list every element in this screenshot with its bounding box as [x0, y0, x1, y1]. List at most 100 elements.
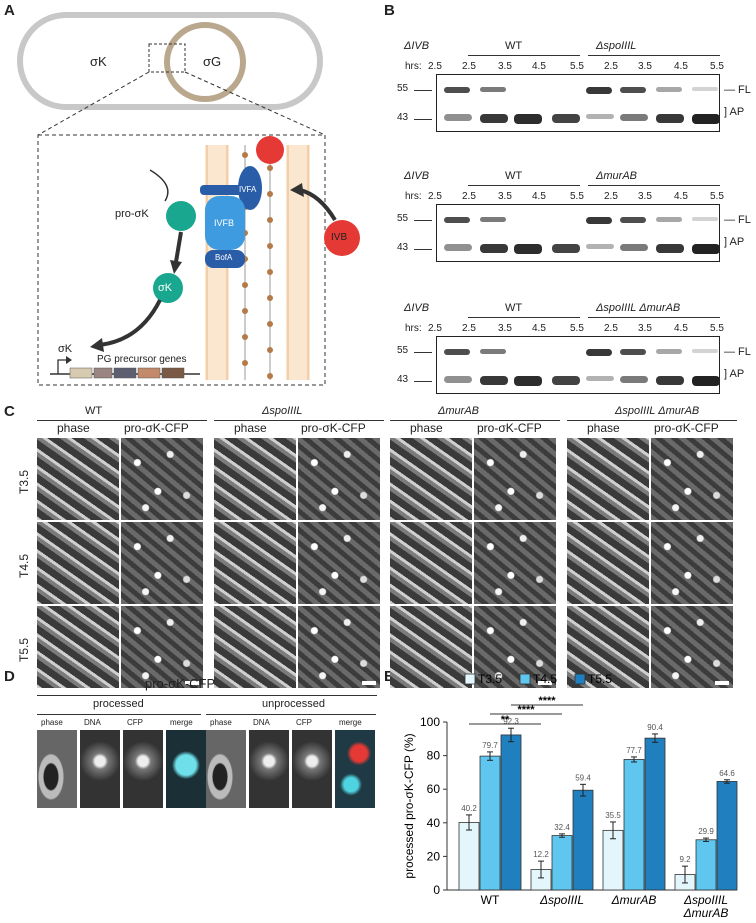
crop-col-label: CFP — [127, 718, 143, 727]
processed-rule — [37, 714, 201, 715]
ap-label: ] AP — [724, 368, 745, 380]
blot-time-label: 5.5 — [570, 61, 584, 72]
time-row-label: T4.5 — [17, 553, 31, 578]
legend-swatch — [519, 673, 531, 685]
cfp-image — [121, 606, 203, 688]
blot-image — [436, 204, 720, 262]
strain-rule — [37, 420, 207, 421]
blot-wt-label: WT — [505, 170, 523, 182]
col-cfp-label: pro-σK-CFP — [654, 421, 719, 435]
mw-55-tick — [414, 90, 432, 91]
cfp-image — [651, 522, 733, 604]
fl-band — [620, 87, 646, 93]
blot-time-label: 2.5 — [462, 191, 476, 202]
blot-hrs-label: hrs: — [405, 61, 422, 72]
unprocessed-label: unprocessed — [262, 698, 325, 710]
fl-band — [480, 349, 506, 354]
strain-label: ΔspoIIIL — [262, 405, 303, 417]
fl-label: — FL — [724, 84, 751, 96]
cfp-image — [121, 522, 203, 604]
pg-genes-label: PG precursor genes — [97, 354, 187, 365]
blot-time-label: 5.5 — [710, 61, 724, 72]
blot-time-label: 3.5 — [498, 323, 512, 334]
y-tick-label: 80 — [427, 749, 441, 763]
mw-43-label: 43 — [397, 112, 409, 123]
blot-hrs-label: hrs: — [405, 323, 422, 334]
crop-col-label: merge — [170, 718, 193, 727]
ap-band — [514, 114, 542, 124]
panel-d-rule — [37, 695, 377, 696]
col-cfp-label: pro-σK-CFP — [477, 421, 542, 435]
processed-label: processed — [93, 698, 144, 710]
blot-time-label: 4.5 — [674, 323, 688, 334]
legend-label: T5.5 — [588, 672, 612, 686]
panel-e-chart: 0 20 40 60 80 100 processed pro-σK-CFP (%) T3.5… — [402, 672, 738, 920]
phase-image — [37, 606, 119, 688]
cfp-image — [298, 522, 380, 604]
time-row-label: T5.5 — [17, 637, 31, 662]
time-row-label: T3.5 — [17, 469, 31, 494]
fl-band — [480, 217, 506, 222]
category-label: ΔspoIIIL — [683, 893, 728, 907]
crop-col-label: merge — [339, 718, 362, 727]
phase-image — [390, 606, 472, 688]
ap-band — [444, 244, 472, 251]
ap-band — [552, 244, 580, 253]
scale-bar — [538, 681, 552, 685]
cfp-image — [121, 438, 203, 520]
blot-time-label: 2.5 — [604, 323, 618, 334]
y-tick-label: 0 — [433, 883, 440, 897]
bar — [716, 781, 738, 891]
phase-image — [567, 522, 649, 604]
y-axis-label: processed pro-σK-CFP (%) — [402, 733, 416, 878]
blot-time-label: 4.5 — [532, 61, 546, 72]
ap-band — [480, 376, 508, 385]
crop-image — [123, 730, 163, 808]
legend-label: T3.5 — [478, 672, 502, 686]
blot-image — [436, 336, 720, 394]
ap-band — [692, 376, 720, 386]
crop-image — [80, 730, 120, 808]
fl-band — [444, 87, 470, 93]
blot-mutant-rule — [588, 185, 720, 186]
blot-time-label: 5.5 — [710, 323, 724, 334]
blot-delta-label: ΔIVB — [404, 40, 430, 52]
fl-band — [692, 217, 718, 221]
ivb-label: IVB — [331, 232, 348, 243]
ap-band — [692, 114, 720, 124]
crop-col-label: phase — [210, 718, 232, 727]
col-cfp-label: pro-σK-CFP — [301, 421, 366, 435]
ivfa-label: IVFA — [239, 185, 257, 194]
fl-band — [586, 349, 612, 356]
data-label: 79.7 — [482, 741, 498, 750]
strain-label: ΔmurAB — [438, 405, 479, 417]
fl-band — [692, 87, 718, 91]
blot-time-label: 5.5 — [570, 323, 584, 334]
strain-rule — [214, 420, 384, 421]
significance-label: ** — [501, 714, 510, 726]
mw-43-tick — [414, 381, 432, 382]
crop-image — [292, 730, 332, 808]
fl-label: — FL — [724, 346, 751, 358]
blot-time-label: 4.5 — [674, 191, 688, 202]
ap-band — [656, 114, 684, 123]
ap-band — [620, 244, 648, 251]
bar — [572, 789, 594, 891]
mw-55-tick — [414, 352, 432, 353]
strain-rule — [567, 420, 737, 421]
blot-time-label: 2.5 — [604, 61, 618, 72]
blot-image — [436, 74, 720, 132]
blot-delta-label: ΔIVB — [404, 302, 430, 314]
phase-image — [390, 438, 472, 520]
bar — [458, 822, 480, 891]
bar — [695, 839, 717, 891]
ivfb-label: IVFB — [214, 218, 235, 228]
blot-time-label: 5.5 — [710, 191, 724, 202]
scale-bar — [185, 681, 199, 685]
blot-wt-label: WT — [505, 40, 523, 52]
ap-band — [480, 244, 508, 253]
ap-band — [480, 114, 508, 123]
cfp-image — [298, 438, 380, 520]
data-label: 77.7 — [626, 746, 642, 755]
phase-image — [214, 438, 296, 520]
